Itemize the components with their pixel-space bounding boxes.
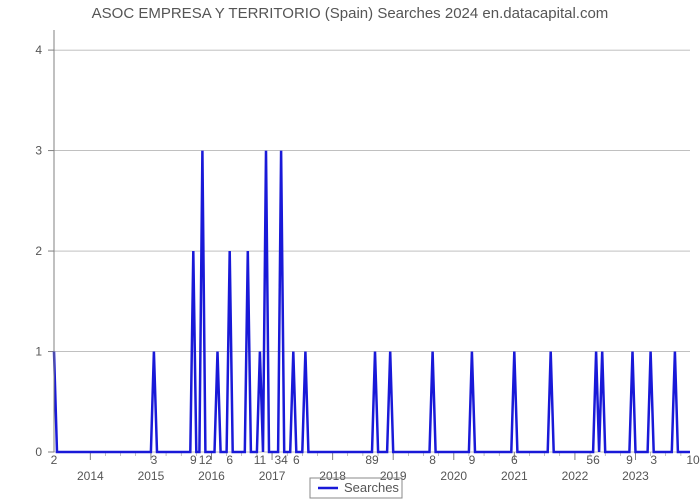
x-value-label: 10 [686,453,700,467]
x-value-label: 9 [190,453,197,467]
y-tick-label: 3 [35,144,42,158]
x-year-label: 2015 [138,469,165,483]
x-year-label: 2016 [198,469,225,483]
legend-label: Searches [344,480,399,495]
x-year-label: 2020 [440,469,467,483]
x-value-label: 3 [151,453,158,467]
x-year-label: 2014 [77,469,104,483]
x-value-label: 2 [51,453,58,467]
x-value-label: 56 [586,453,600,467]
x-value-label: 6 [226,453,233,467]
x-year-label: 2017 [259,469,286,483]
y-tick-label: 1 [35,345,42,359]
x-year-label: 2018 [319,469,346,483]
x-value-label: 34 [274,453,288,467]
y-tick-label: 4 [35,43,42,57]
x-value-label: 6 [511,453,518,467]
x-year-label: 2022 [562,469,589,483]
x-value-label: 9 [469,453,476,467]
x-value-label: 11 [254,453,267,467]
x-value-label: 9 [626,453,633,467]
x-value-label: 12 [199,453,213,467]
chart-container: ASOC EMPRESA Y TERRITORIO (Spain) Search… [0,0,700,500]
chart-title: ASOC EMPRESA Y TERRITORIO (Spain) Search… [92,5,609,22]
x-year-label: 2021 [501,469,528,483]
x-year-label: 2023 [622,469,649,483]
x-value-label: 6 [293,453,300,467]
chart-svg: ASOC EMPRESA Y TERRITORIO (Spain) Search… [0,0,700,500]
x-value-label: 8 [429,453,436,467]
x-value-label: 89 [365,453,379,467]
y-tick-label: 0 [35,445,42,459]
x-value-label: 3 [650,453,657,467]
y-tick-label: 2 [35,244,42,258]
